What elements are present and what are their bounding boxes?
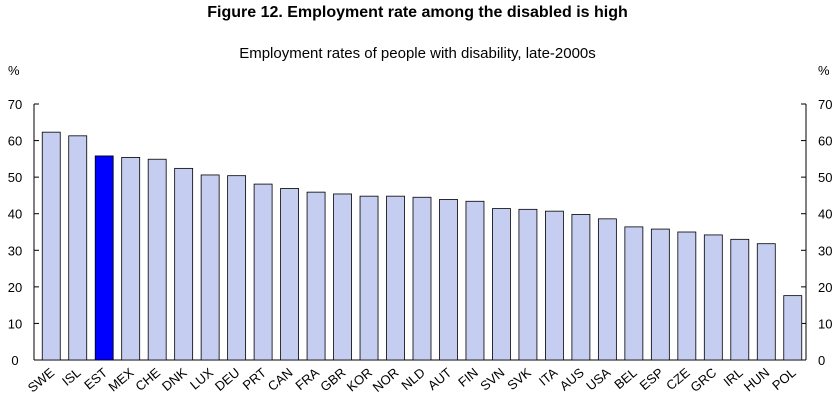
x-tick-label-svk: SVK: [504, 365, 534, 393]
x-tick-label-gbr: GBR: [317, 365, 348, 393]
x-tick-label-hun: HUN: [741, 365, 772, 393]
bar-prt: [254, 184, 272, 360]
y-tick-label-right: 70: [818, 97, 832, 112]
y-tick-label-left: 30: [8, 243, 22, 258]
x-tick-label-nld: NLD: [398, 365, 428, 393]
bar-deu: [228, 176, 246, 360]
bar-nld: [413, 197, 431, 360]
x-tick-label-aut: AUT: [425, 365, 455, 393]
x-tick-label-prt: PRT: [240, 365, 269, 393]
y-tick-label-left: 60: [8, 134, 22, 149]
x-tick-label-che: CHE: [132, 365, 163, 393]
chart-subtitle: Employment rates of people with disabili…: [0, 45, 835, 62]
x-tick-label-fra: FRA: [292, 365, 322, 393]
bar-grc: [704, 235, 722, 360]
x-tick-label-nor: NOR: [370, 365, 402, 393]
y-tick-label-left: 70: [8, 97, 22, 112]
bar-esp: [651, 229, 669, 360]
x-tick-label-pol: POL: [769, 365, 799, 393]
bar-aut: [439, 199, 457, 360]
x-tick-label-lux: LUX: [187, 365, 216, 393]
y-tick-label-left: 50: [8, 170, 22, 185]
bar-gbr: [334, 194, 352, 360]
bar-svk: [519, 209, 537, 360]
y-tick-label-right: 50: [818, 170, 832, 185]
y-tick-label-right: 40: [818, 207, 832, 222]
y-tick-label-right: 60: [818, 134, 832, 149]
y-axis-unit-right: %: [818, 63, 830, 78]
x-tick-label-dnk: DNK: [159, 365, 190, 393]
x-tick-label-kor: KOR: [344, 365, 375, 393]
chart-bars: [42, 132, 802, 360]
y-tick-label-right: 20: [818, 280, 832, 295]
y-tick-label-right: 30: [818, 243, 832, 258]
y-tick-label-right: 0: [818, 353, 825, 368]
x-tick-label-isl: ISL: [59, 365, 84, 389]
bar-est: [95, 156, 113, 360]
x-tick-label-fin: FIN: [455, 365, 481, 390]
bar-pol: [784, 296, 802, 360]
bar-can: [281, 188, 299, 360]
bar-nor: [387, 196, 405, 360]
x-tick-label-usa: USA: [583, 365, 613, 393]
x-tick-label-svn: SVN: [477, 365, 507, 393]
bar-che: [148, 159, 166, 360]
bar-bel: [625, 227, 643, 360]
y-axis-unit-left: %: [8, 63, 20, 78]
bar-isl: [69, 136, 87, 360]
y-tick-label-left: 0: [11, 353, 18, 368]
x-tick-label-swe: SWE: [25, 365, 58, 393]
bar-svn: [492, 209, 510, 360]
bar-lux: [201, 175, 219, 360]
x-tick-label-deu: DEU: [212, 365, 243, 393]
bar-swe: [42, 132, 60, 360]
y-tick-label-left: 40: [8, 207, 22, 222]
x-tick-label-aus: AUS: [557, 365, 587, 393]
bar-fra: [307, 192, 325, 360]
bar-dnk: [175, 168, 193, 360]
y-tick-label-right: 10: [818, 316, 832, 331]
chart-title: Figure 12. Employment rate among the dis…: [0, 4, 835, 22]
y-tick-label-left: 10: [8, 316, 22, 331]
y-tick-label-left: 20: [8, 280, 22, 295]
x-tick-label-est: EST: [81, 365, 110, 393]
bar-aus: [572, 214, 590, 360]
bar-kor: [360, 196, 378, 360]
x-tick-label-ita: ITA: [536, 365, 561, 389]
bar-usa: [598, 219, 616, 360]
bar-ita: [545, 211, 563, 360]
x-tick-label-irl: IRL: [721, 365, 746, 389]
x-tick-label-grc: GRC: [687, 365, 719, 393]
x-tick-label-bel: BEL: [611, 365, 639, 392]
bar-hun: [757, 244, 775, 360]
x-tick-label-esp: ESP: [637, 365, 667, 393]
bar-irl: [731, 239, 749, 360]
x-tick-label-cze: CZE: [663, 365, 693, 393]
x-tick-label-mex: MEX: [105, 365, 136, 393]
bar-fin: [466, 201, 484, 360]
x-tick-label-can: CAN: [265, 365, 296, 393]
bar-mex: [122, 157, 140, 360]
bar-cze: [678, 232, 696, 360]
